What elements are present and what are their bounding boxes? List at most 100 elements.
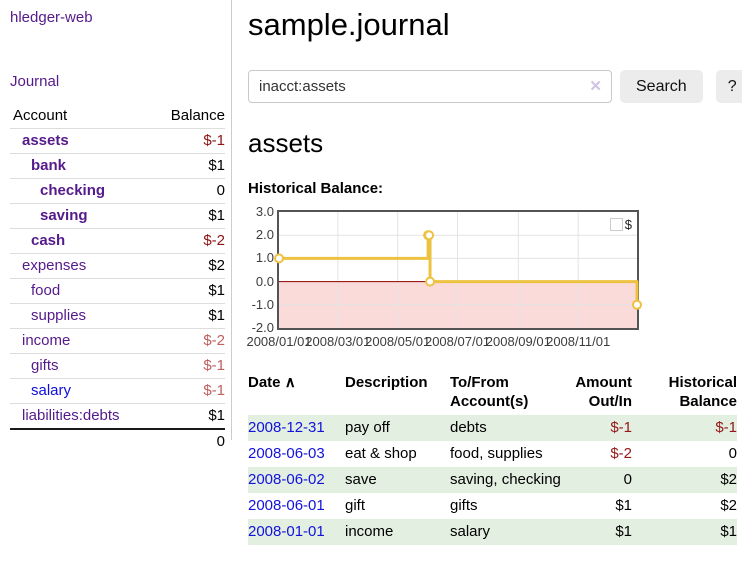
data-point-marker: [632, 299, 642, 310]
account-row: gifts $-1: [10, 353, 225, 379]
account-row: cash $-2: [10, 228, 225, 254]
legend-swatch-icon: [609, 218, 623, 231]
balance-chart: $ 3.0 2.0 1.0 0.0 -1.0 -2.0 2008/01/01 2008/03/…: [246, 204, 737, 354]
account-row: food $1: [10, 278, 225, 304]
accounts-header-balance: Balance: [153, 104, 225, 129]
help-button[interactable]: ?: [715, 70, 742, 103]
accounts-total-balance: 0: [153, 428, 225, 454]
description-cell: income: [345, 523, 394, 540]
x-axis-tick-label: 2008/03/01: [305, 334, 371, 349]
account-row: checking 0: [10, 178, 225, 204]
balance-cell: $2: [720, 471, 737, 488]
accounts-header-account: Account: [10, 104, 154, 129]
x-axis-tick-label: 2008/01/01: [246, 334, 312, 349]
sidebar-account-link[interactable]: income: [22, 332, 71, 349]
sidebar-account-link[interactable]: cash: [31, 232, 66, 249]
account-row: assets $-1: [10, 128, 225, 154]
search-button[interactable]: Search: [620, 70, 703, 103]
balance-cell: 0: [728, 445, 737, 462]
transaction-date-link[interactable]: 2008-06-02: [248, 471, 325, 488]
description-cell: eat & shop: [345, 445, 417, 462]
amount-cell: $-1: [610, 419, 632, 436]
y-axis-tick-label: -2.0: [251, 320, 274, 335]
register-row: 2008-06-02 save saving, checking 0 $2: [248, 467, 737, 493]
account-row: bank $1: [10, 153, 225, 179]
transaction-date-link[interactable]: 2008-01-01: [248, 523, 325, 540]
main-content: sample.journal ✕ Search ? assets Histori…: [246, 0, 742, 545]
account-row: supplies $1: [10, 303, 225, 329]
account-row: expenses $2: [10, 253, 225, 279]
accounts-cell: saving, checking: [450, 471, 561, 488]
search-input[interactable]: [248, 70, 612, 103]
amount-cell: 0: [623, 471, 632, 488]
account-balance: $-1: [153, 353, 225, 379]
sidebar-account-link[interactable]: saving: [40, 207, 88, 224]
y-axis-tick-label: 0.0: [255, 273, 274, 289]
sidebar-item-journal[interactable]: Journal: [10, 73, 60, 90]
sidebar-account-link[interactable]: supplies: [31, 307, 87, 324]
account-row: income $-2: [10, 328, 225, 354]
account-row: salary $-1: [10, 378, 225, 404]
y-axis-tick-label: 1.0: [255, 250, 274, 266]
account-row: saving $1: [10, 203, 225, 229]
account-balance: $-1: [153, 378, 225, 404]
chart-legend: $: [607, 216, 634, 233]
y-axis-tick-label: 2.0: [255, 227, 274, 243]
register-row: 2008-12-31 pay off debts $-1 $-1: [248, 415, 737, 441]
app-title-link[interactable]: hledger-web: [10, 9, 93, 26]
sidebar-account-link[interactable]: assets: [22, 132, 69, 149]
account-balance: 0: [153, 178, 225, 204]
amount-cell: $1: [615, 523, 632, 540]
accounts-cell: gifts: [450, 497, 478, 514]
x-axis-tick-label: 2008/07/01: [424, 334, 491, 349]
amount-cell: $-2: [610, 445, 632, 462]
accounts-cell: food, supplies: [450, 445, 543, 462]
description-cell: save: [345, 471, 377, 488]
register-row: 2008-06-03 eat & shop food, supplies $-2 0: [248, 441, 737, 467]
account-balance: $-1: [153, 128, 225, 154]
transaction-date-link[interactable]: 2008-06-01: [248, 497, 325, 514]
y-axis-tick-label: 3.0: [255, 204, 274, 219]
x-axis-tick-label: 2008/05/01: [365, 334, 431, 349]
balance-cell: $2: [720, 497, 737, 514]
legend-label: $: [624, 217, 632, 232]
y-axis-tick-label: -1.0: [251, 296, 274, 312]
sidebar-account-link[interactable]: expenses: [22, 257, 87, 274]
sidebar-account-link[interactable]: checking: [40, 182, 106, 199]
register-header-description: Description: [345, 374, 428, 391]
account-balance: $1: [153, 278, 225, 304]
account-balance: $1: [153, 153, 225, 179]
sort-ascending-icon: ∧: [284, 374, 296, 391]
sidebar-account-link[interactable]: salary: [31, 382, 72, 399]
sidebar-account-link[interactable]: bank: [31, 157, 67, 174]
register-row: 2008-06-01 gift gifts $1 $2: [248, 493, 737, 519]
description-cell: gift: [345, 497, 366, 514]
register-header-balance: Historical Balance: [668, 374, 737, 410]
register-header-date[interactable]: Date ∧: [248, 374, 296, 391]
sidebar-account-link[interactable]: liabilities:debts: [22, 407, 120, 424]
sidebar: hledger-web Journal Account Balance asse…: [0, 0, 232, 454]
account-balance: $-2: [153, 228, 225, 254]
x-axis-tick-label: 2008/11/01: [546, 334, 611, 349]
app-title: hledger-web: [10, 9, 225, 26]
transaction-date-link[interactable]: 2008-12-31: [248, 419, 325, 436]
balance-cell: $-1: [715, 419, 737, 436]
transaction-date-link[interactable]: 2008-06-03: [248, 445, 325, 462]
account-balance: $1: [153, 203, 225, 229]
balance-chart-plot: $: [274, 210, 642, 330]
amount-cell: $1: [615, 497, 632, 514]
accounts-table: Account Balance assets $-1 bank $1 checking 0…: [10, 104, 225, 454]
sidebar-account-link[interactable]: food: [31, 282, 61, 299]
balance-cell: $1: [720, 523, 737, 540]
sidebar-account-link[interactable]: gifts: [31, 357, 59, 374]
account-balance: $1: [153, 303, 225, 329]
description-cell: pay off: [345, 419, 390, 436]
data-point-marker: [274, 253, 284, 264]
account-balance: $1: [153, 403, 225, 430]
clear-search-icon[interactable]: ✕: [589, 78, 602, 95]
accounts-cell: debts: [450, 419, 487, 436]
register-header-amount: Amount Out/In: [575, 374, 632, 410]
page-title: sample.journal: [248, 7, 450, 42]
account-balance: $2: [153, 253, 225, 279]
x-axis-tick-label: 2008/09/01: [485, 334, 551, 349]
